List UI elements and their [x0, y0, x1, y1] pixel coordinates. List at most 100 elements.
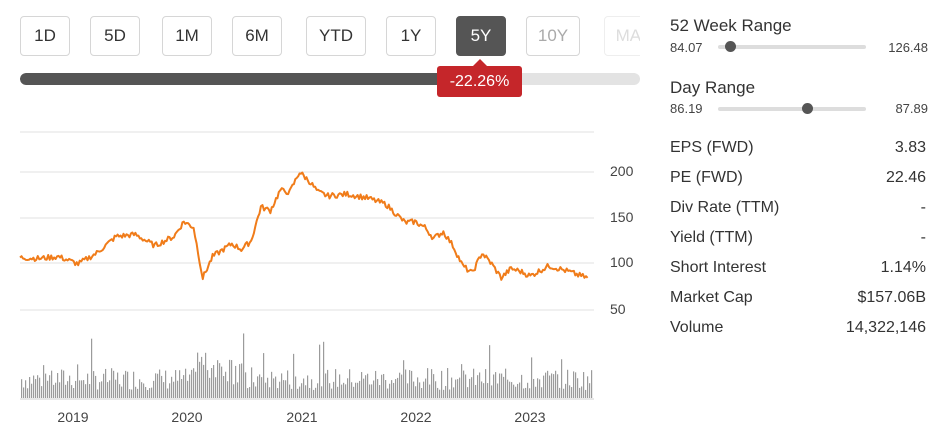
tab-1y[interactable]: 1Y: [386, 16, 436, 56]
volume-bar: [353, 386, 355, 398]
volume-bar: [57, 372, 59, 398]
volume-bar: [427, 368, 429, 398]
volume-bar: [233, 384, 235, 398]
volume-bar: [143, 383, 145, 398]
volume-bar: [529, 388, 531, 398]
volume-bar: [247, 388, 249, 398]
volume-bar: [507, 379, 509, 398]
tab-5d[interactable]: 5D: [90, 16, 140, 56]
volume-bar: [279, 381, 281, 398]
volume-bar: [441, 370, 443, 398]
volume-bar: [457, 379, 459, 398]
volume-bar: [433, 374, 435, 398]
volume-bar: [147, 389, 149, 398]
volume-bar: [479, 372, 481, 398]
y-tick-label: 200: [610, 163, 634, 179]
tab-10y[interactable]: 10Y: [526, 16, 580, 56]
price-chart[interactable]: 200 150 100 50 2019 2020 2021 2022 2023: [0, 120, 655, 436]
volume-bar: [273, 378, 275, 398]
stat-value: 1.14%: [880, 259, 926, 276]
volume-bar: [197, 352, 199, 398]
volume-bar: [77, 364, 79, 398]
volume-bar: [165, 370, 167, 398]
volume-bar: [403, 360, 405, 398]
tab-1d[interactable]: 1D: [20, 16, 70, 56]
volume-bar: [551, 373, 553, 398]
volume-bar: [319, 344, 321, 398]
volume-bar: [299, 386, 301, 398]
volume-bar: [249, 387, 251, 398]
volume-bar: [221, 366, 223, 398]
tab-max[interactable]: MAX: [604, 16, 640, 56]
volume-bar: [423, 381, 425, 398]
volume-bar: [439, 389, 441, 398]
volume-bar: [131, 389, 133, 398]
tab-1m[interactable]: 1M: [162, 16, 212, 56]
volume-bar: [519, 382, 521, 398]
volume-bar: [267, 377, 269, 398]
stat-value: 3.83: [894, 139, 926, 156]
volume-bar: [253, 382, 255, 398]
volume-bar: [567, 369, 569, 398]
volume-bar: [97, 389, 99, 398]
volume-bar: [445, 385, 447, 398]
volume-bar: [389, 383, 391, 398]
volume-bar: [215, 377, 217, 398]
volume-bar: [365, 375, 367, 398]
volume-bar: [311, 379, 313, 398]
y-tick-label: 50: [610, 301, 626, 317]
volume-bar: [205, 352, 207, 398]
volume-bar: [79, 380, 81, 398]
volume-bar: [533, 378, 535, 398]
volume-bar: [211, 368, 213, 398]
volume-bar: [47, 380, 49, 398]
volume-bar: [461, 364, 463, 398]
tab-ytd[interactable]: YTD: [306, 16, 366, 56]
volume-bar: [137, 388, 139, 398]
volume-bar: [301, 383, 303, 398]
volume-bar: [271, 371, 273, 398]
volume-bar: [421, 387, 423, 398]
volume-bar: [557, 374, 559, 398]
volume-bar: [89, 384, 91, 398]
volume-bar: [429, 384, 431, 398]
stat-row: PE (FWD) 22.46: [670, 169, 926, 193]
tab-5y[interactable]: 5Y: [456, 16, 506, 56]
volume-bar: [95, 375, 97, 398]
tab-6m[interactable]: 6M: [232, 16, 282, 56]
volume-bar: [343, 382, 345, 398]
volume-bar: [387, 388, 389, 398]
volume-bar: [419, 382, 421, 398]
volume-bar: [473, 368, 475, 398]
volume-bar: [339, 374, 341, 398]
volume-bar: [545, 372, 547, 398]
volume-bar: [323, 341, 325, 398]
volume-bar: [351, 382, 353, 398]
day-slider: [718, 103, 866, 114]
x-tick-label: 2020: [171, 409, 202, 425]
volume-bar: [555, 370, 557, 398]
volume-bar: [369, 384, 371, 398]
stat-label: Volume: [670, 319, 724, 336]
volume-bar: [107, 382, 109, 398]
volume-bar: [81, 380, 83, 398]
y-tick-label: 150: [610, 209, 634, 225]
volume-bar: [411, 370, 413, 398]
volume-bar: [395, 379, 397, 398]
stat-label: Div Rate (TTM): [670, 199, 780, 216]
volume-bar: [451, 377, 453, 398]
volume-bar: [55, 382, 57, 398]
volume-bar: [391, 380, 393, 398]
volume-bar: [227, 381, 229, 398]
volume-bar: [407, 383, 409, 398]
volume-bar: [571, 387, 573, 398]
volume-bar: [31, 383, 33, 398]
volume-bar: [103, 373, 105, 398]
volume-bar: [509, 381, 511, 398]
volume-bar: [577, 378, 579, 398]
volume-bar: [39, 377, 41, 398]
volume-bar: [73, 388, 75, 398]
volume-bar: [455, 379, 457, 398]
stat-value: $157.06B: [857, 289, 926, 306]
volume-bar: [287, 370, 289, 398]
